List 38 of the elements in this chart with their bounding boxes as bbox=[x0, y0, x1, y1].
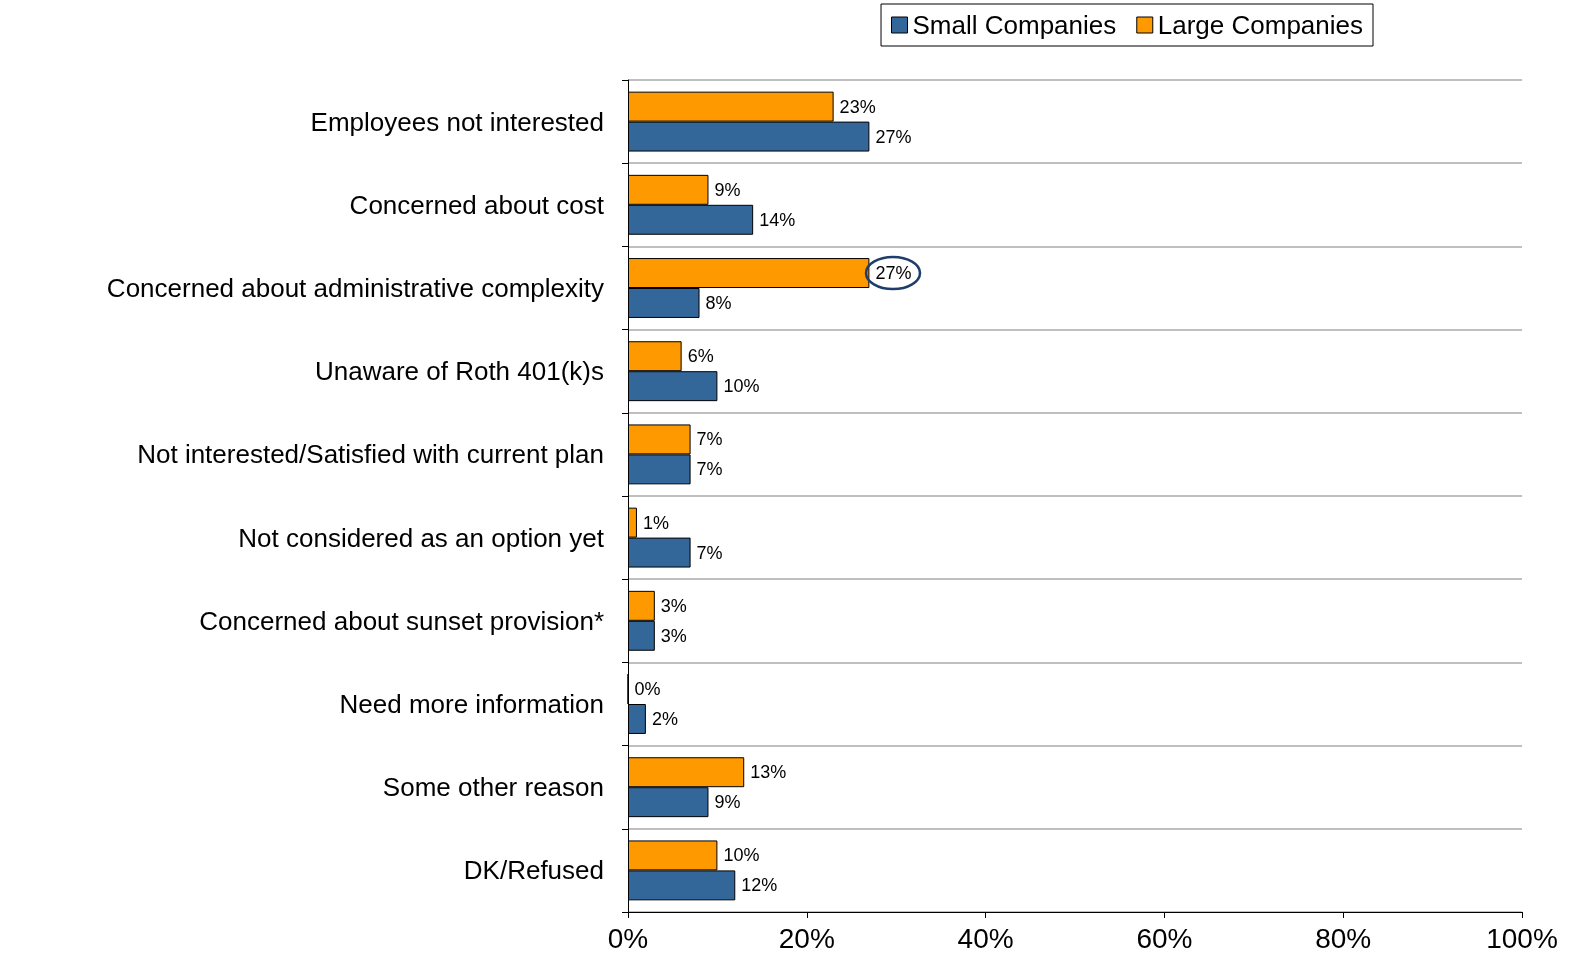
data-label: 0% bbox=[634, 679, 661, 700]
data-label: 27% bbox=[875, 126, 912, 147]
y-tick-label: Need more information bbox=[339, 689, 604, 719]
data-label: 10% bbox=[723, 845, 760, 866]
data-label: 14% bbox=[759, 209, 796, 230]
x-tick-label: 60% bbox=[1136, 922, 1193, 954]
legend-label: Small Companies bbox=[912, 10, 1117, 40]
x-tick-label: 100% bbox=[1486, 922, 1558, 954]
x-tick-label: 0% bbox=[607, 922, 649, 954]
x-tick-label: 40% bbox=[957, 922, 1014, 954]
data-label: 10% bbox=[723, 376, 760, 397]
data-label: 13% bbox=[750, 762, 787, 783]
y-tick-label: Not considered as an option yet bbox=[238, 522, 605, 553]
y-tick-label: Unaware of Roth 401(k)s bbox=[314, 356, 604, 387]
data-label: 23% bbox=[839, 96, 876, 117]
x-tick-label: 20% bbox=[778, 922, 835, 954]
data-label: 8% bbox=[705, 292, 732, 313]
data-label: 3% bbox=[660, 625, 687, 646]
y-tick-label: Concerned about sunset provision* bbox=[199, 605, 604, 636]
data-label: 9% bbox=[714, 792, 741, 813]
legend-label: Large Companies bbox=[1157, 10, 1363, 40]
y-tick-label: Concerned about cost bbox=[349, 189, 605, 220]
y-tick-label: Some other reason bbox=[382, 772, 604, 803]
y-tick-label: DK/Refused bbox=[463, 855, 604, 886]
data-label: 6% bbox=[687, 346, 714, 367]
y-tick-label: Not interested/Satisfied with current plan bbox=[137, 439, 604, 470]
data-label: 3% bbox=[660, 595, 687, 616]
data-label: 7% bbox=[696, 429, 723, 450]
data-label: 9% bbox=[714, 179, 741, 200]
data-label: 12% bbox=[741, 875, 778, 896]
data-label: 7% bbox=[696, 542, 723, 563]
data-label: 1% bbox=[642, 512, 669, 533]
data-label: 27% bbox=[875, 263, 912, 284]
data-label: 2% bbox=[651, 708, 678, 729]
x-tick-label: 80% bbox=[1315, 922, 1372, 954]
y-tick-label: Employees not interested bbox=[310, 106, 604, 137]
data-label: 7% bbox=[696, 459, 723, 480]
y-tick-label: Concerned about administrative complexity bbox=[106, 273, 604, 303]
